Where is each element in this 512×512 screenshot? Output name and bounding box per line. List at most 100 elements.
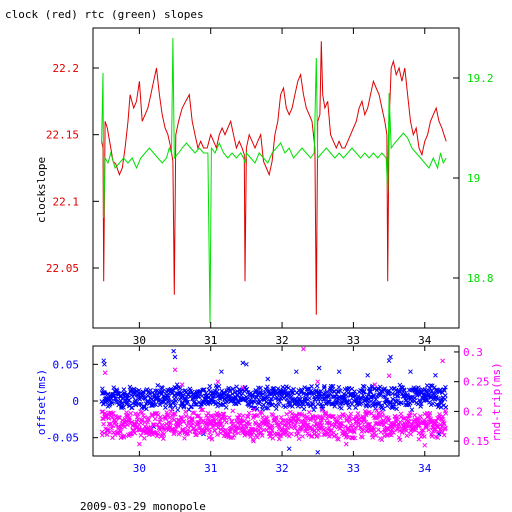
rnd-trip-point	[391, 430, 396, 435]
offset-x-tick-label: 34	[418, 462, 432, 475]
rnd-trip-point	[301, 413, 307, 418]
rnd-trip-point	[139, 418, 145, 424]
slopes-x-tick-label: 34	[418, 334, 432, 347]
offset-point	[114, 387, 120, 392]
offset-point	[399, 400, 404, 406]
rnd-trip-point	[274, 416, 279, 422]
rnd-trip-point	[313, 418, 318, 424]
rnd-trip-point	[189, 417, 195, 423]
offset-point	[130, 394, 136, 400]
rnd-trip-point	[401, 416, 406, 421]
rnd-trip-point	[299, 412, 305, 417]
offset-outlier	[286, 446, 292, 452]
rnd-trip-point	[202, 429, 207, 434]
offset-x-tick-label: 33	[347, 462, 360, 475]
offset-point	[442, 396, 448, 402]
rnd-trip-outlier	[386, 373, 392, 379]
rnd-trip-point	[276, 436, 282, 442]
offset-outlier	[386, 358, 392, 364]
rnd-trip-point	[218, 418, 223, 424]
offset-point	[185, 399, 190, 405]
rnd-trip-point	[107, 429, 113, 435]
rtc-y-tick-label: 19.2	[467, 72, 494, 85]
offset-x-tick-label: 31	[204, 462, 217, 475]
rnd-trip-point	[110, 410, 116, 416]
rnd-trip-point	[227, 428, 233, 434]
rnd-trip-point	[371, 426, 377, 432]
offset-point	[201, 387, 207, 393]
offset-point	[343, 396, 348, 402]
offset-point	[249, 392, 255, 398]
rnd-trip-point	[241, 418, 247, 424]
offset-point	[428, 383, 434, 389]
offset-point	[437, 387, 443, 393]
rnd-trip-point	[360, 427, 366, 433]
footer-caption: 2009-03-29 monopole	[80, 500, 206, 512]
rtc-y-tick-label: 18.8	[467, 272, 494, 285]
offset-point	[336, 384, 342, 390]
offset-point	[276, 402, 282, 407]
rnd-trip-point	[223, 427, 229, 433]
rnd-trip-point	[316, 432, 322, 437]
rnd-trip-point	[198, 416, 203, 422]
rnd-trip-point	[323, 411, 329, 417]
rnd-trip-point	[394, 416, 399, 422]
offset-point	[189, 404, 194, 409]
rnd-trip-point	[259, 410, 265, 416]
offset-point	[214, 389, 220, 394]
rnd-trip-point	[189, 416, 195, 421]
offset-point	[371, 392, 376, 398]
rnd-trip-point	[237, 412, 242, 418]
rnd-trip-outlier	[372, 382, 378, 388]
offset-point	[173, 398, 179, 404]
offset-outlier	[172, 354, 178, 360]
offset-point	[394, 406, 399, 412]
offset-point	[226, 385, 232, 391]
rnd-trip-point	[288, 431, 294, 437]
offset-point	[136, 387, 142, 393]
rnd-trip-point	[150, 422, 156, 427]
offset-point	[160, 388, 166, 394]
offset-x-tick-label: 30	[133, 462, 146, 475]
rnd-trip-point	[249, 432, 255, 438]
rnd-trip-point	[346, 426, 351, 432]
rnd-trip-point	[193, 427, 199, 433]
slopes-y-axis-label: clockslope	[35, 157, 48, 223]
offset-point	[330, 383, 336, 389]
offset-point	[254, 389, 259, 394]
offset-point	[141, 405, 147, 411]
offset-point	[236, 400, 242, 406]
rnd-trip-point	[226, 415, 232, 420]
rnd-trip-point	[224, 419, 229, 425]
offset-point	[175, 407, 181, 413]
rnd-trip-point	[270, 435, 276, 441]
offset-point	[252, 399, 258, 405]
offset-point	[392, 402, 397, 407]
rnd-trip-point	[319, 418, 324, 423]
offset-y-tick-label: -0.05	[46, 432, 79, 445]
rnd-trip-point	[270, 423, 275, 428]
offset-point	[349, 401, 355, 407]
slopes-x-tick-label: 32	[275, 334, 288, 347]
rnd-trip-point	[441, 432, 447, 438]
offset-y-tick-label: 0	[72, 395, 79, 408]
offset-point	[122, 390, 127, 396]
offset-point	[196, 394, 201, 400]
offset-point	[284, 384, 289, 389]
rnd-trip-outlier	[251, 438, 256, 444]
rnd-trip-point	[306, 409, 312, 415]
offset-outlier	[336, 369, 342, 375]
rnd-trip-point	[378, 429, 384, 435]
rnd-trip-point	[433, 418, 439, 424]
rnd-trip-outlier	[179, 382, 185, 388]
rnd-trip-point	[324, 416, 330, 421]
rnd-trip-point	[306, 432, 312, 438]
offset-point	[163, 405, 168, 410]
rnd-trip-point	[296, 436, 302, 442]
offset-point	[155, 382, 161, 388]
offset-y-tick-label: 0.05	[53, 358, 80, 371]
rnd-trip-point	[236, 430, 241, 436]
offset-point	[224, 399, 230, 405]
rnd-trip-outlier	[440, 358, 445, 364]
rnd-trip-point	[232, 429, 238, 435]
